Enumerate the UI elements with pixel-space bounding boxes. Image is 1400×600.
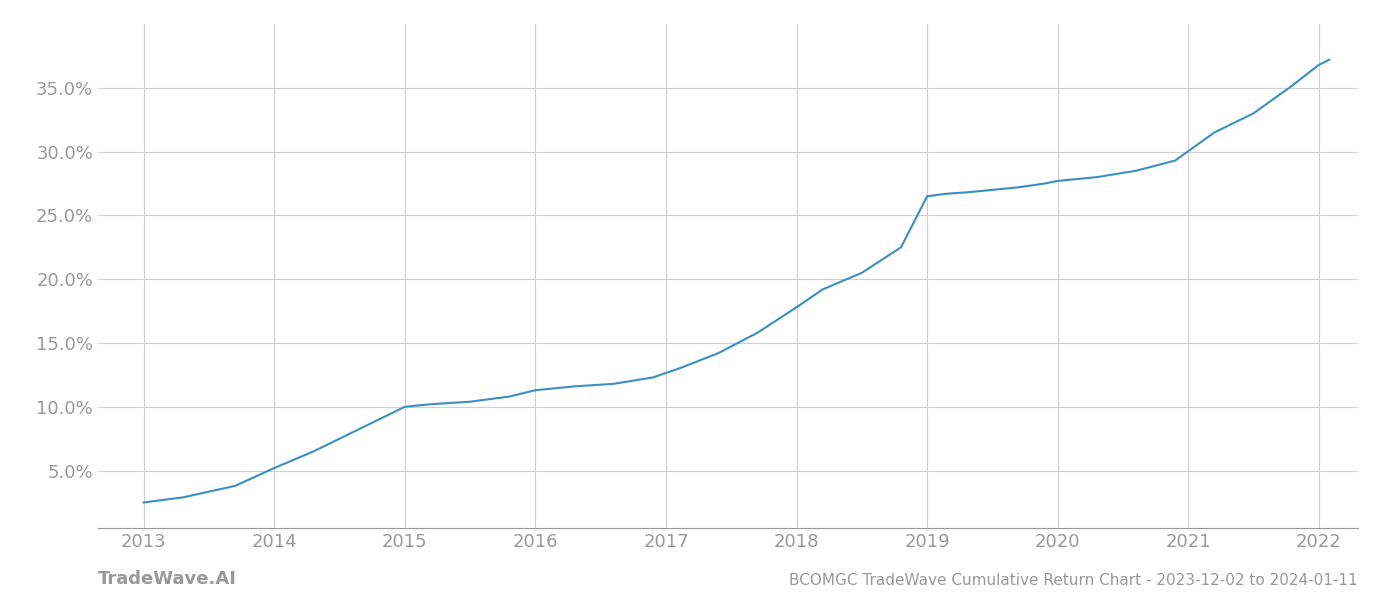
Text: BCOMGC TradeWave Cumulative Return Chart - 2023-12-02 to 2024-01-11: BCOMGC TradeWave Cumulative Return Chart… — [790, 573, 1358, 588]
Text: TradeWave.AI: TradeWave.AI — [98, 570, 237, 588]
